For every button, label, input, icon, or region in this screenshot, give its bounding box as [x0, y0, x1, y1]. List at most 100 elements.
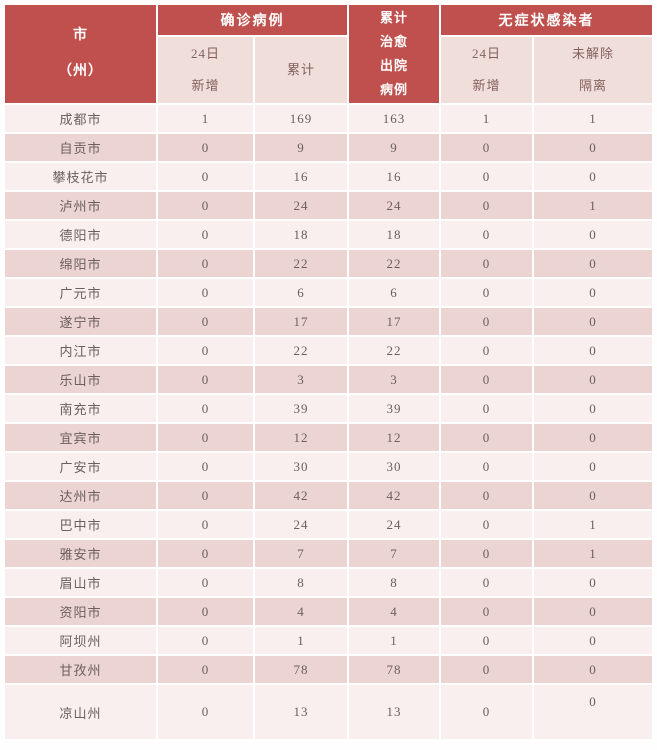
cured-discharged-cell: 24	[349, 192, 439, 219]
table-row: 德阳市 0 18 18 0 0	[5, 221, 652, 248]
confirmed-new-cell: 0	[158, 540, 253, 567]
city-cell: 广元市	[5, 279, 156, 306]
confirmed-total-cell: 42	[255, 482, 347, 509]
asym-new-cell: 0	[441, 134, 532, 161]
asym-new-cell: 0	[441, 250, 532, 277]
confirmed-new-cell: 0	[158, 453, 253, 480]
confirmed-total-cell: 9	[255, 134, 347, 161]
cured-discharged-cell: 78	[349, 656, 439, 683]
subheader-confirmed-new-24th: 24日 新增	[158, 37, 253, 103]
asym-quarantine-cell: 0	[534, 685, 652, 739]
city-cell: 雅安市	[5, 540, 156, 567]
confirmed-total-cell: 24	[255, 192, 347, 219]
confirmed-new-cell: 0	[158, 482, 253, 509]
city-cell: 南充市	[5, 395, 156, 422]
asym-new-cell: 0	[441, 482, 532, 509]
city-cell: 成都市	[5, 105, 156, 132]
cured-discharged-cell: 24	[349, 511, 439, 538]
asym-new-cell: 0	[441, 627, 532, 654]
asym-new-cell: 0	[441, 308, 532, 335]
asym-quarantine-cell: 1	[534, 105, 652, 132]
table-row: 眉山市 0 8 8 0 0	[5, 569, 652, 596]
asym-quarantine-cell: 0	[534, 656, 652, 683]
city-cell: 阿坝州	[5, 627, 156, 654]
asym-new-cell: 0	[441, 511, 532, 538]
table-row: 自贡市 0 9 9 0 0	[5, 134, 652, 161]
city-cell: 巴中市	[5, 511, 156, 538]
city-cell: 宜宾市	[5, 424, 156, 451]
asym-quarantine-cell: 0	[534, 279, 652, 306]
confirmed-new-cell: 0	[158, 424, 253, 451]
asym-quarantine-cell: 0	[534, 569, 652, 596]
confirmed-new-cell: 0	[158, 656, 253, 683]
table-row: 凉山州 0 13 13 0 0	[5, 685, 652, 739]
cured-discharged-cell: 30	[349, 453, 439, 480]
confirmed-total-cell: 16	[255, 163, 347, 190]
confirmed-total-cell: 1	[255, 627, 347, 654]
asym-quarantine-cell: 0	[534, 627, 652, 654]
city-cell: 绵阳市	[5, 250, 156, 277]
asym-new-cell: 0	[441, 569, 532, 596]
asym-new-cell: 0	[441, 540, 532, 567]
confirmed-total-cell: 24	[255, 511, 347, 538]
confirmed-total-cell: 3	[255, 366, 347, 393]
asym-quarantine-cell: 0	[534, 366, 652, 393]
header-city: 市 （州）	[5, 5, 156, 103]
city-cell: 泸州市	[5, 192, 156, 219]
confirmed-new-cell: 0	[158, 337, 253, 364]
header-confirmed-cases: 确诊病例	[158, 5, 347, 35]
cured-discharged-cell: 9	[349, 134, 439, 161]
city-cell: 德阳市	[5, 221, 156, 248]
confirmed-new-cell: 0	[158, 569, 253, 596]
confirmed-total-cell: 12	[255, 424, 347, 451]
table-row: 绵阳市 0 22 22 0 0	[5, 250, 652, 277]
cured-discharged-cell: 3	[349, 366, 439, 393]
asym-new-cell: 0	[441, 221, 532, 248]
table-row: 乐山市 0 3 3 0 0	[5, 366, 652, 393]
asym-new-cell: 0	[441, 395, 532, 422]
city-cell: 遂宁市	[5, 308, 156, 335]
table-row: 宜宾市 0 12 12 0 0	[5, 424, 652, 451]
cured-discharged-cell: 6	[349, 279, 439, 306]
confirmed-new-cell: 0	[158, 163, 253, 190]
asym-quarantine-cell: 0	[534, 221, 652, 248]
confirmed-total-cell: 30	[255, 453, 347, 480]
confirmed-new-cell: 0	[158, 134, 253, 161]
confirmed-new-cell: 1	[158, 105, 253, 132]
cured-discharged-cell: 8	[349, 569, 439, 596]
table-row: 资阳市 0 4 4 0 0	[5, 598, 652, 625]
table-row: 泸州市 0 24 24 0 1	[5, 192, 652, 219]
asym-new-cell: 0	[441, 424, 532, 451]
asym-new-cell: 0	[441, 685, 532, 739]
header-asymptomatic-infections: 无症状感染者	[441, 5, 652, 35]
city-cell: 甘孜州	[5, 656, 156, 683]
city-cell: 凉山州	[5, 685, 156, 739]
confirmed-new-cell: 0	[158, 511, 253, 538]
confirmed-total-cell: 78	[255, 656, 347, 683]
asym-quarantine-cell: 0	[534, 424, 652, 451]
confirmed-total-cell: 18	[255, 221, 347, 248]
cured-discharged-cell: 4	[349, 598, 439, 625]
confirmed-total-cell: 22	[255, 337, 347, 364]
confirmed-new-cell: 0	[158, 192, 253, 219]
confirmed-new-cell: 0	[158, 685, 253, 739]
cured-discharged-cell: 42	[349, 482, 439, 509]
confirmed-total-cell: 169	[255, 105, 347, 132]
confirmed-new-cell: 0	[158, 395, 253, 422]
asym-new-cell: 0	[441, 598, 532, 625]
city-cell: 乐山市	[5, 366, 156, 393]
confirmed-new-cell: 0	[158, 366, 253, 393]
cured-discharged-cell: 1	[349, 627, 439, 654]
asym-quarantine-cell: 0	[534, 598, 652, 625]
table-row: 攀枝花市 0 16 16 0 0	[5, 163, 652, 190]
table-row: 成都市 1 169 163 1 1	[5, 105, 652, 132]
table-header: 市 （州） 确诊病例 累计 治愈 出院 病例 无症状感染者 24日 新增 累计 …	[5, 5, 652, 103]
asym-new-cell: 0	[441, 453, 532, 480]
cured-discharged-cell: 39	[349, 395, 439, 422]
cured-discharged-cell: 13	[349, 685, 439, 739]
subheader-asym-not-released-quarantine: 未解除 隔离	[534, 37, 652, 103]
confirmed-new-cell: 0	[158, 627, 253, 654]
asym-new-cell: 0	[441, 192, 532, 219]
cured-discharged-cell: 18	[349, 221, 439, 248]
cured-discharged-cell: 17	[349, 308, 439, 335]
